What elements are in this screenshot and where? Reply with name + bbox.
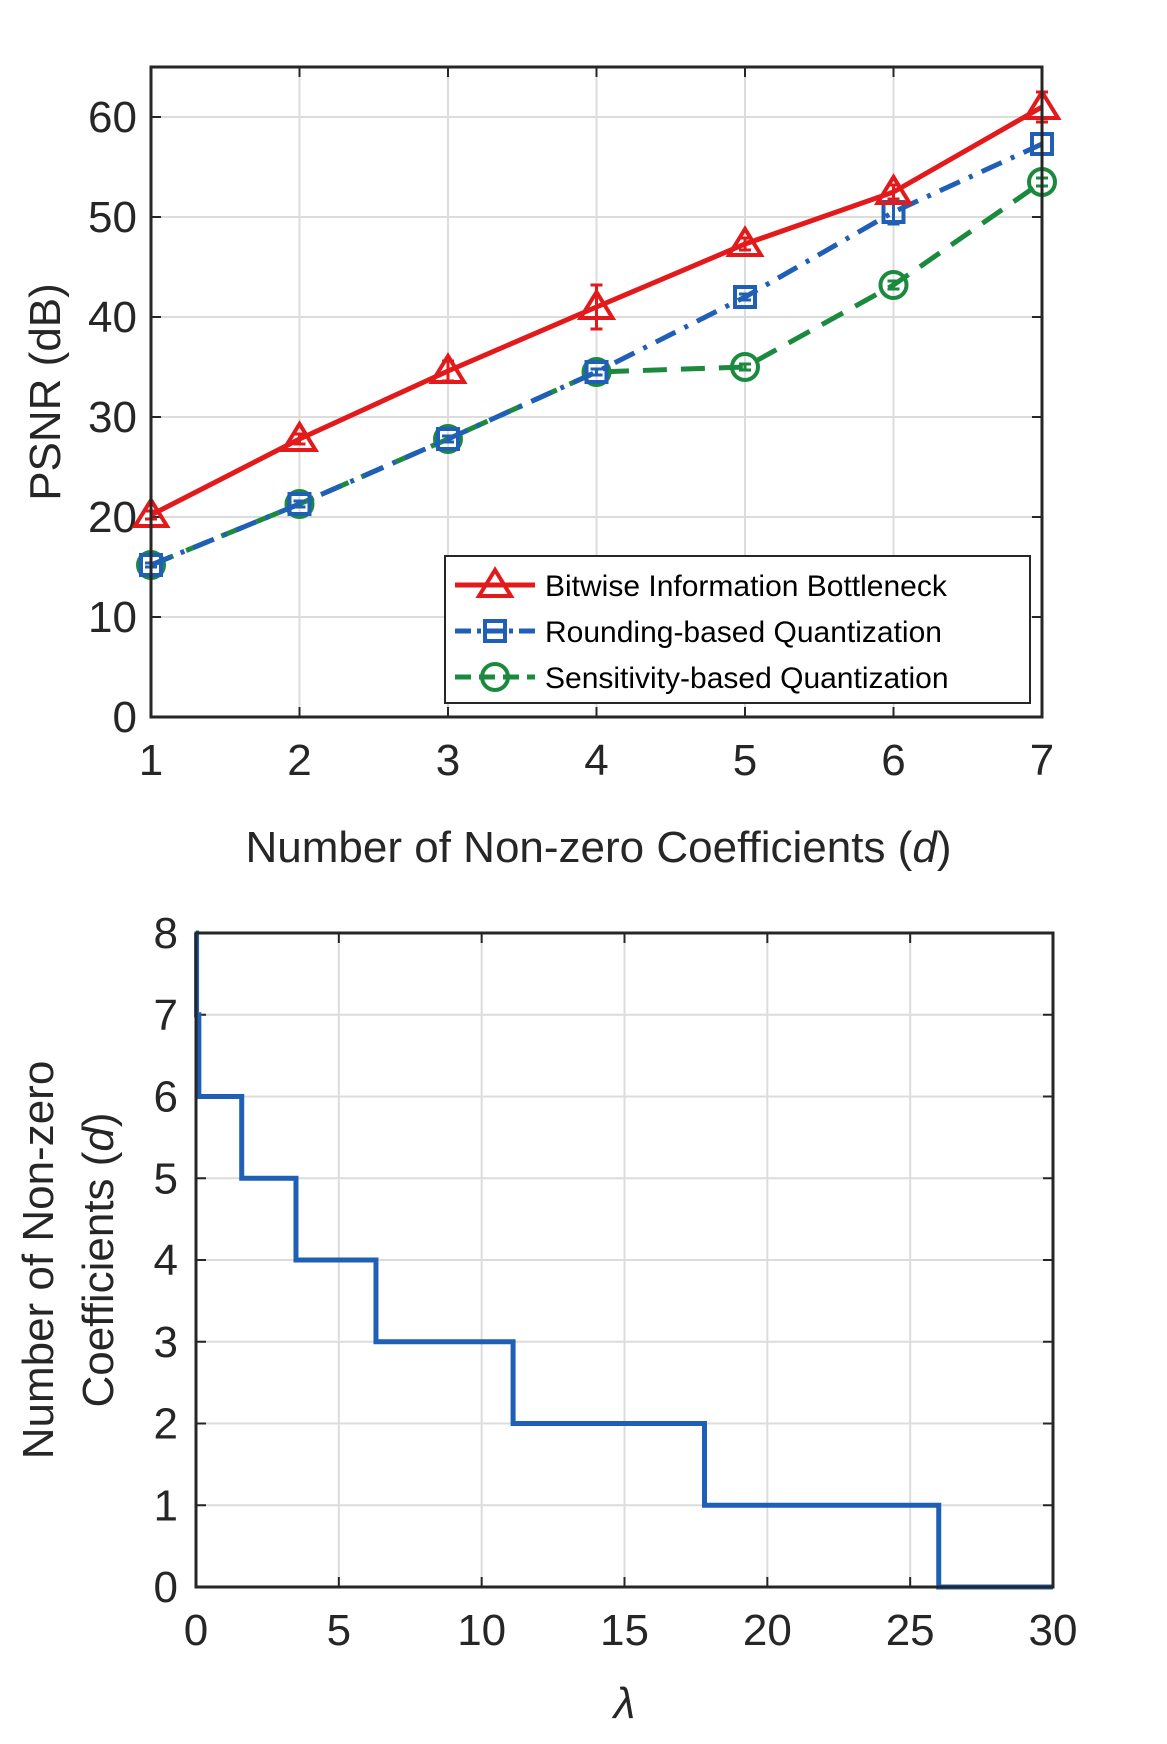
legend-item-sensitivity-based-quantization: Sensitivity-based Quantization [455, 662, 949, 695]
psnr-chart-y-axis-label: PSNR (dB) [21, 283, 70, 501]
legend-label: Bitwise Information Bottleneck [545, 570, 948, 603]
psnr-x-tick-label: 6 [881, 736, 905, 785]
data-point-rounding-based-quantization [733, 285, 757, 309]
psnr-x-tick-label: 1 [139, 736, 163, 785]
lambda-step-chart: 0 5 10 15 20 25 30 0 1 2 3 4 5 6 7 8 λ Number of Non-ze… [14, 909, 1077, 1728]
lambda-y-tick-label: 3 [154, 1318, 178, 1367]
lambda-chart-series [194, 930, 1053, 1590]
psnr-x-tick-label: 3 [436, 736, 460, 785]
data-point-rounding-based-quantization [436, 427, 460, 451]
lambda-chart-y-axis-label-line2: Coefficients (d) [74, 1112, 123, 1407]
lambda-x-tick-label: 25 [886, 1606, 935, 1655]
data-point-bitwise-information-bottleneck [428, 352, 468, 384]
data-point-bitwise-information-bottleneck [279, 420, 320, 452]
psnr-y-tick-label: 10 [88, 593, 137, 642]
psnr-x-tick-label: 2 [287, 736, 311, 785]
lambda-y-tick-label: 8 [154, 909, 178, 958]
psnr-chart-legend: Bitwise Information Bottleneck Rounding-b… [444, 555, 1031, 704]
psnr-y-tick-label: 20 [88, 493, 137, 542]
psnr-x-tick-label: 5 [733, 736, 757, 785]
psnr-chart-axes-box [149, 65, 1044, 719]
psnr-x-label-end: ) [937, 823, 952, 872]
legend-label: Sensitivity-based Quantization [545, 662, 949, 695]
psnr-x-label-main: Number of Non-zero Coefficients ( [246, 823, 913, 872]
lambda-y-label-main: Coefficients ( [74, 1151, 123, 1407]
lambda-y-tick-label: 2 [154, 1400, 178, 1449]
legend-marker [480, 662, 510, 692]
data-point-sensitivity-based-quantization [284, 489, 315, 519]
psnr-y-tick-label: 0 [113, 693, 137, 742]
data-point-bitwise-information-bottleneck [576, 288, 617, 320]
psnr-y-tick-label: 30 [88, 393, 137, 442]
data-point-bitwise-information-bottleneck [873, 173, 914, 205]
lambda-step-line [194, 930, 1053, 1590]
lambda-x-tick-label: 15 [600, 1606, 649, 1655]
lambda-y-tick-label: 6 [154, 1073, 178, 1122]
data-point-rounding-based-quantization [584, 360, 609, 384]
lambda-y-tick-label: 5 [154, 1154, 178, 1203]
lambda-y-tick-label: 0 [154, 1563, 178, 1612]
psnr-x-tick-label: 4 [584, 736, 608, 785]
psnr-x-tick-label: 7 [1030, 736, 1054, 785]
lambda-y-label-end: ) [74, 1112, 123, 1127]
lambda-x-tick-label: 10 [457, 1606, 506, 1655]
data-point-sensitivity-based-quantization [878, 270, 909, 300]
lambda-x-tick-label: 5 [327, 1606, 351, 1655]
data-point-bitwise-information-bottleneck [725, 225, 765, 257]
lambda-y-tick-label: 1 [154, 1481, 178, 1530]
data-point-sensitivity-based-quantization [581, 357, 612, 387]
legend-marker [483, 619, 507, 643]
legend-marker [475, 566, 515, 598]
lambda-chart-axes-box [194, 931, 1055, 1589]
lambda-chart-x-axis-label: λ [612, 1679, 636, 1728]
psnr-y-tick-label: 50 [88, 193, 137, 242]
psnr-chart-ticks: 1 2 3 4 5 6 7 0 10 20 30 40 50 60 [88, 67, 1054, 785]
lambda-chart-y-axis-label-line1: Number of Non-zero [14, 1061, 63, 1460]
psnr-y-tick-label: 40 [88, 293, 137, 342]
psnr-chart-x-axis-label: Number of Non-zero Coefficients (d) [246, 823, 952, 872]
lambda-x-tick-label: 0 [184, 1606, 208, 1655]
legend-item-bitwise-information-bottleneck: Bitwise Information Bottleneck [455, 566, 948, 603]
legend-item-rounding-based-quantization: Rounding-based Quantization [455, 616, 942, 649]
lambda-y-tick-label: 4 [154, 1236, 178, 1285]
legend-label: Rounding-based Quantization [545, 616, 942, 649]
lambda-chart-ticks: 0 5 10 15 20 25 30 0 1 2 3 4 5 6 7 8 [154, 909, 1078, 1655]
data-point-sensitivity-based-quantization [730, 352, 760, 382]
data-point-sensitivity-based-quantization [433, 424, 463, 454]
lambda-y-tick-label: 7 [154, 991, 178, 1040]
lambda-x-tick-label: 30 [1029, 1606, 1078, 1655]
lambda-y-label-var: d [74, 1126, 123, 1152]
psnr-x-label-var: d [912, 823, 938, 872]
lambda-x-tick-label: 20 [743, 1606, 792, 1655]
legend-box [444, 555, 1031, 704]
data-point-rounding-based-quantization [287, 492, 312, 516]
psnr-y-tick-label: 60 [88, 93, 137, 142]
psnr-chart: 1 2 3 4 5 6 7 0 10 20 30 40 50 60 Number of Non-zero … [21, 65, 1062, 872]
